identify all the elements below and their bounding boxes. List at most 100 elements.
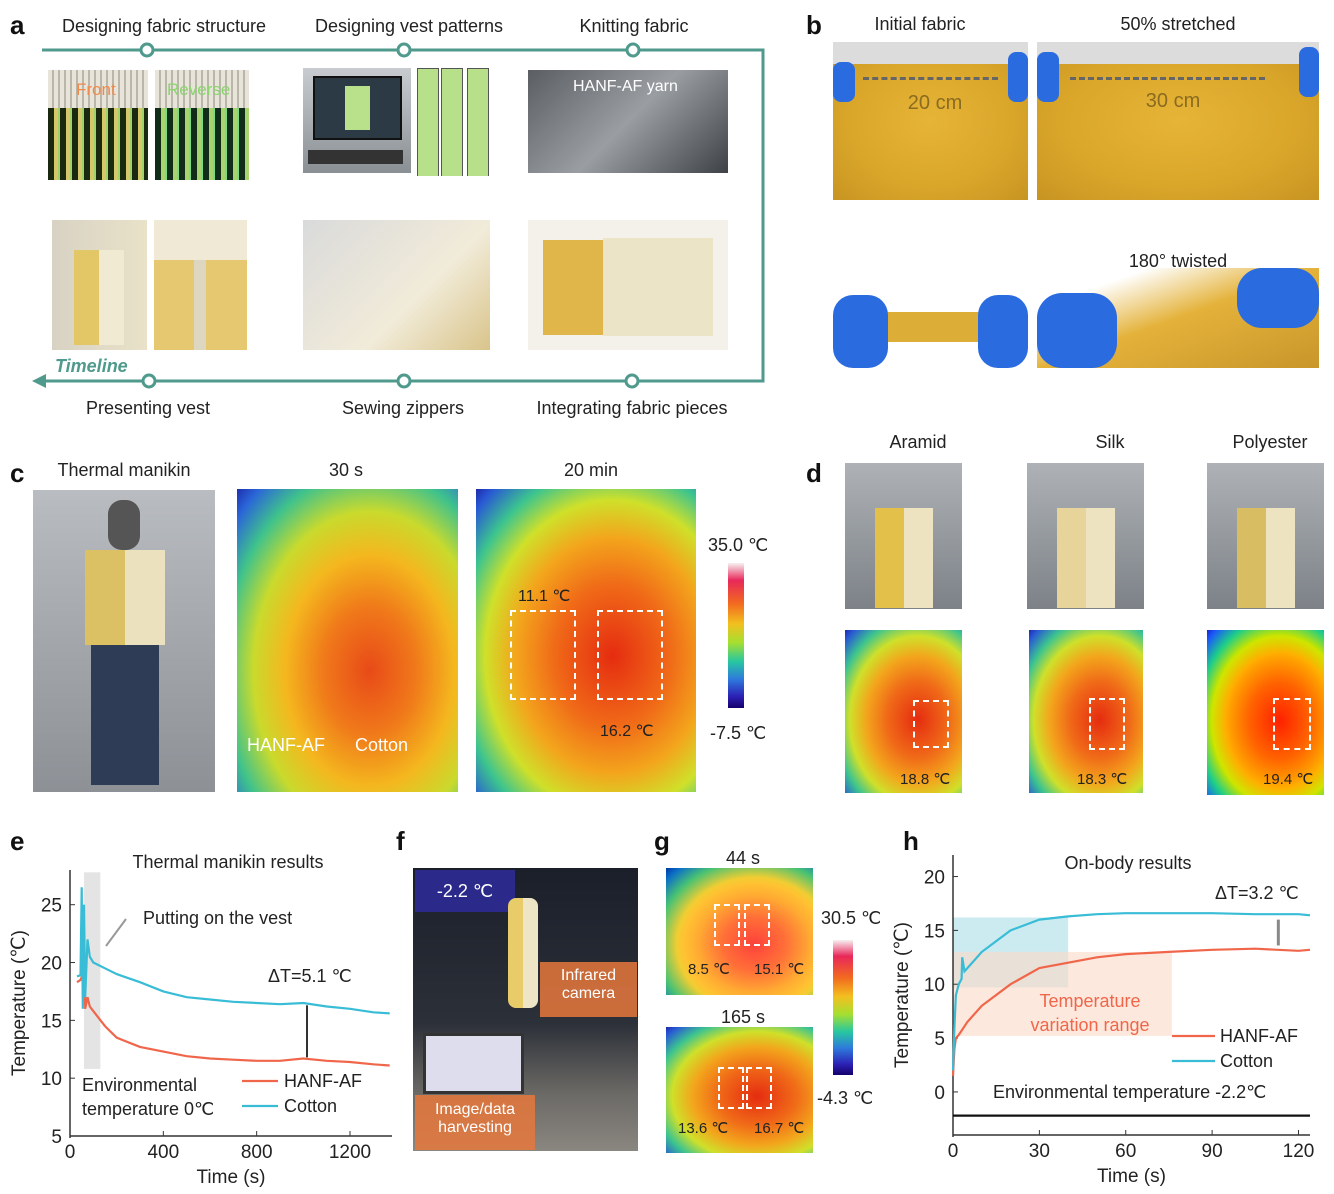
- panel-label-e: e: [10, 826, 25, 856]
- initial-fabric-title: Initial fabric: [874, 14, 966, 34]
- step-label: Knitting fabric: [579, 16, 689, 36]
- time-20min-title: 20 min: [563, 460, 619, 480]
- timeline-frame: [32, 42, 765, 389]
- timeline-node: [396, 373, 412, 389]
- front-label: Front: [76, 80, 116, 99]
- yarn-label: HANF-AF yarn: [573, 78, 678, 95]
- y-tick-label: 10: [924, 975, 945, 996]
- rolled-fabric-image: [833, 290, 1028, 368]
- y-tick-label: 15: [41, 1011, 62, 1032]
- y-axis-label: Temperature (℃): [9, 930, 30, 1076]
- y-tick-label: 25: [41, 896, 62, 917]
- twisted-fabric-image: [1037, 268, 1319, 368]
- step-label: Integrating fabric pieces: [536, 398, 728, 418]
- x-tick-label: 400: [147, 1142, 179, 1163]
- reverse-label: Reverse: [167, 80, 231, 99]
- temp-value: 8.5 ℃: [688, 961, 730, 978]
- env-label-2: temperature 0℃: [82, 1099, 214, 1119]
- y-tick-label: 15: [924, 921, 945, 942]
- manikin-title: Thermal manikin: [57, 460, 191, 480]
- x-tick-label: 120: [1283, 1141, 1315, 1162]
- step-label: Sewing zippers: [341, 398, 465, 418]
- length-label: 20 cm: [907, 92, 963, 114]
- env-label: Environmental temperature -2.2℃: [993, 1082, 1266, 1102]
- cotton-label: Cotton: [355, 735, 409, 755]
- chart-on-body: 0 30 60 90 120 0 5 10 15 20 Time (s) Temperature (℃…: [892, 853, 1315, 1187]
- y-tick-label: 5: [934, 1029, 945, 1050]
- stretched-fabric-image: 30 cm: [1037, 42, 1319, 200]
- range-label-2: variation range: [1030, 1015, 1149, 1035]
- infrared-camera-label: Infrared camera: [540, 962, 637, 1017]
- thermal-image-30s: HANF-AF Cotton: [237, 489, 458, 792]
- chart-thermal-manikin: 0 400 800 1200 5 10 15 20 25 Time (s) Temperature …: [9, 852, 392, 1188]
- temp-value: 16.7 ℃: [754, 1120, 805, 1137]
- y-tick-label: 20: [41, 954, 62, 975]
- legend-label: HANF-AF: [1220, 1026, 1298, 1046]
- aramid-thermal-image: 18.8 ℃: [845, 630, 962, 793]
- fabric-pieces-image: [528, 220, 728, 350]
- polyester-manikin-image: [1207, 463, 1324, 609]
- delta-t-label: ΔT=5.1 ℃: [268, 966, 352, 986]
- y-tick-label: 0: [934, 1083, 945, 1104]
- annotation-arrow-icon: [105, 918, 127, 947]
- fabric-reverse-image: Reverse: [155, 70, 249, 180]
- timeline-label: Timeline: [55, 356, 128, 376]
- timeline-node: [396, 42, 412, 58]
- fabric-front-image: Front: [48, 70, 148, 180]
- step-label: Designing vest patterns: [314, 16, 504, 36]
- panel-label-d: d: [806, 458, 822, 488]
- silk-manikin-image: [1027, 463, 1144, 609]
- onbody-thermal-165s: 13.6 ℃ 16.7 ℃: [666, 1027, 813, 1153]
- twisted-title: 180° twisted: [1128, 251, 1228, 271]
- thermal-image-20min: 11.1 ℃ 16.2 ℃: [476, 489, 696, 792]
- x-tick-label: 1200: [329, 1142, 371, 1163]
- hanf-af-label: HANF-AF: [247, 735, 325, 755]
- sewing-image: [303, 220, 490, 350]
- range-label: Temperature: [1039, 991, 1140, 1011]
- onbody-thermal-44s: 8.5 ℃ 15.1 ℃: [666, 868, 813, 995]
- timeline-node: [625, 42, 641, 58]
- chart-title: Thermal manikin results: [132, 852, 323, 872]
- colorbar-g: [833, 940, 853, 1075]
- temp-value: 13.6 ℃: [678, 1120, 729, 1137]
- time-44s-title: 44 s: [725, 848, 761, 868]
- colorbar-min: -4.3 ℃: [817, 1088, 874, 1108]
- step-label: Presenting vest: [85, 398, 211, 418]
- temp-value: 18.8 ℃: [900, 771, 951, 788]
- manikin-image: [33, 490, 215, 792]
- initial-fabric-image: 20 cm: [833, 42, 1028, 200]
- x-tick-label: 0: [948, 1141, 959, 1162]
- panel-label-c: c: [10, 458, 25, 488]
- temp-value: 18.3 ℃: [1077, 771, 1128, 788]
- knitting-machine-image: HANF-AF yarn: [528, 70, 728, 173]
- legend-label: HANF-AF: [284, 1071, 362, 1091]
- outdoor-test-image: -2.2 ℃ Infrared camera Image/data harves…: [413, 868, 638, 1151]
- temp-value: 11.1 ℃: [518, 588, 571, 605]
- step-label: Designing fabric structure: [61, 16, 267, 36]
- time-165s-title: 165 s: [720, 1007, 766, 1027]
- fabric-label: Polyester: [1232, 432, 1308, 452]
- x-tick-label: 30: [1029, 1141, 1050, 1162]
- colorbar-max: 30.5 ℃: [821, 908, 882, 928]
- silk-thermal-image: 18.3 ℃: [1029, 630, 1143, 793]
- length-label: 30 cm: [1145, 90, 1201, 112]
- temp-value: 16.2 ℃: [600, 723, 654, 740]
- x-tick-label: 800: [241, 1142, 273, 1163]
- delta-t-label: ΔT=3.2 ℃: [1215, 883, 1299, 903]
- series-line-cotton: [76, 887, 390, 1015]
- panel-label-f: f: [396, 826, 405, 856]
- aramid-manikin-image: [845, 463, 962, 609]
- computer-design-image: [303, 68, 411, 173]
- temp-value: 19.4 ℃: [1263, 771, 1314, 788]
- time-30s-title: 30 s: [328, 460, 364, 480]
- annotation-vest: Putting on the vest: [143, 908, 292, 928]
- timeline-node: [141, 373, 157, 389]
- polyester-thermal-image: 19.4 ℃: [1207, 630, 1324, 795]
- series-line-cotton: [951, 912, 1311, 1071]
- y-axis-label: Temperature (℃): [892, 922, 913, 1068]
- colorbar-c: [728, 563, 744, 708]
- vest-on-mannequin-image: [52, 220, 147, 350]
- legend-label: Cotton: [284, 1096, 337, 1116]
- x-tick-label: 0: [65, 1142, 76, 1163]
- colorbar-max: 35.0 ℃: [708, 535, 769, 555]
